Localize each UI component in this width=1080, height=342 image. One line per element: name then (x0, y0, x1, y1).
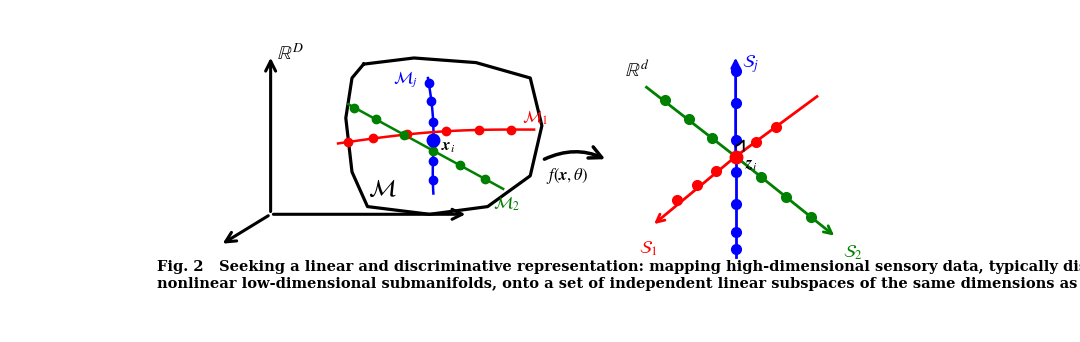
Text: $\mathcal{M}_1$: $\mathcal{M}_1$ (523, 109, 549, 127)
Text: $\boldsymbol{z}_i$: $\boldsymbol{z}_i$ (745, 155, 757, 173)
Text: $\mathbb{R}^d$: $\mathbb{R}^d$ (625, 60, 649, 81)
Text: nonlinear low-dimensional submanifolds, onto a set of independent linear subspac: nonlinear low-dimensional submanifolds, … (157, 277, 1080, 291)
Text: $\boldsymbol{x}_i$: $\boldsymbol{x}_i$ (441, 137, 456, 155)
Text: $\mathcal{S}_j$: $\mathcal{S}_j$ (742, 53, 759, 75)
Text: $\mathcal{M}_j$: $\mathcal{M}_j$ (393, 70, 418, 89)
Text: $f(\boldsymbol{x},\theta)$: $f(\boldsymbol{x},\theta)$ (545, 166, 588, 186)
Text: $\mathcal{M}$: $\mathcal{M}$ (367, 177, 396, 201)
Text: Fig. 2   Seeking a linear and discriminative representation: mapping high-dimens: Fig. 2 Seeking a linear and discriminati… (157, 260, 1080, 274)
Text: $\mathbb{R}^D$: $\mathbb{R}^D$ (276, 44, 303, 64)
Text: $\mathcal{M}_2$: $\mathcal{M}_2$ (494, 195, 521, 213)
Text: $\mathcal{S}_1$: $\mathcal{S}_1$ (638, 240, 658, 258)
Text: $\mathcal{S}_2$: $\mathcal{S}_2$ (842, 244, 862, 262)
